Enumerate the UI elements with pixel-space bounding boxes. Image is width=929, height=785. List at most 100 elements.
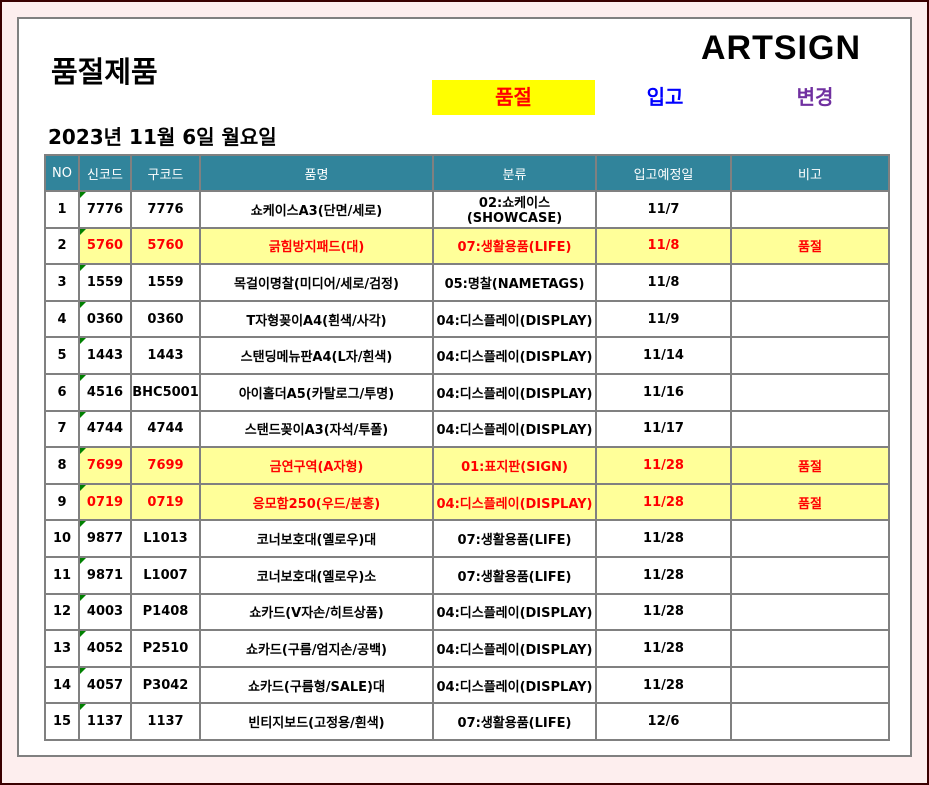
cell-new-code[interactable]: 4744: [78, 409, 132, 449]
cell-product-name[interactable]: 스탠딩메뉴판A4(L자/흰색): [199, 336, 434, 375]
cell-product-name[interactable]: 코너보호대(옐로우)대: [199, 519, 434, 558]
cell-no[interactable]: 5: [44, 336, 80, 375]
cell-new-code[interactable]: 0360: [78, 299, 132, 339]
cell-no[interactable]: 15: [44, 702, 80, 741]
cell-new-code[interactable]: 9877: [78, 519, 132, 558]
soldout-button[interactable]: 품절: [432, 80, 595, 115]
cell-category[interactable]: 01:표지판(SIGN): [432, 446, 597, 485]
cell-no[interactable]: 11: [44, 555, 80, 595]
cell-no[interactable]: 7: [44, 409, 80, 449]
cell-new-code[interactable]: 1443: [78, 336, 132, 375]
cell-product-name[interactable]: 응모함250(우드/분홍): [199, 482, 434, 522]
cell-no[interactable]: 10: [44, 519, 80, 558]
cell-note[interactable]: [730, 336, 890, 375]
cell-product-name[interactable]: 쇼카드(구름형/SALE)대: [199, 665, 434, 705]
cell-old-code[interactable]: P2510: [130, 629, 201, 668]
cell-category[interactable]: 04:디스플레이(DISPLAY): [432, 592, 597, 632]
cell-category[interactable]: 07:생활용품(LIFE): [432, 519, 597, 558]
cell-expected-date[interactable]: 11/9: [595, 299, 732, 339]
cell-old-code[interactable]: 4744: [130, 409, 201, 449]
cell-product-name[interactable]: 쇼케이스A3(단면/세로): [199, 190, 434, 229]
cell-new-code[interactable]: 1137: [78, 702, 132, 741]
cell-expected-date[interactable]: 11/28: [595, 482, 732, 522]
cell-product-name[interactable]: 스탠드꽂이A3(자석/투폴): [199, 409, 434, 449]
cell-new-code[interactable]: 7776: [78, 190, 132, 229]
cell-expected-date[interactable]: 11/28: [595, 519, 732, 558]
cell-new-code[interactable]: 4516: [78, 372, 132, 412]
cell-old-code[interactable]: P3042: [130, 665, 201, 705]
cell-no[interactable]: 2: [44, 226, 80, 266]
cell-category[interactable]: 04:디스플레이(DISPLAY): [432, 372, 597, 412]
cell-old-code[interactable]: 0360: [130, 299, 201, 339]
change-button[interactable]: 변경: [796, 85, 834, 109]
cell-expected-date[interactable]: 11/28: [595, 555, 732, 595]
cell-new-code[interactable]: 4003: [78, 592, 132, 632]
cell-old-code[interactable]: 1443: [130, 336, 201, 375]
incoming-button[interactable]: 입고: [646, 85, 684, 109]
cell-note[interactable]: [730, 299, 890, 339]
cell-note[interactable]: [730, 519, 890, 558]
cell-old-code[interactable]: 7776: [130, 190, 201, 229]
cell-new-code[interactable]: 7699: [78, 446, 132, 485]
cell-category[interactable]: 04:디스플레이(DISPLAY): [432, 336, 597, 375]
cell-no[interactable]: 14: [44, 665, 80, 705]
cell-note[interactable]: [730, 629, 890, 668]
cell-category[interactable]: 07:생활용품(LIFE): [432, 702, 597, 741]
cell-no[interactable]: 8: [44, 446, 80, 485]
cell-note[interactable]: [730, 555, 890, 595]
cell-category[interactable]: 04:디스플레이(DISPLAY): [432, 482, 597, 522]
cell-category[interactable]: 05:명찰(NAMETAGS): [432, 263, 597, 302]
cell-product-name[interactable]: 빈티지보드(고정용/흰색): [199, 702, 434, 741]
cell-category[interactable]: 07:생활용품(LIFE): [432, 226, 597, 266]
cell-product-name[interactable]: 쇼카드(구름/엄지손/공백): [199, 629, 434, 668]
cell-old-code[interactable]: BHC5001: [130, 372, 201, 412]
cell-new-code[interactable]: 1559: [78, 263, 132, 302]
cell-no[interactable]: 9: [44, 482, 80, 522]
cell-note[interactable]: [730, 702, 890, 741]
cell-no[interactable]: 3: [44, 263, 80, 302]
cell-note[interactable]: [730, 665, 890, 705]
cell-expected-date[interactable]: 11/28: [595, 446, 732, 485]
cell-note[interactable]: 품절: [730, 446, 890, 485]
cell-product-name[interactable]: T자형꽂이A4(흰색/사각): [199, 299, 434, 339]
cell-note[interactable]: 품절: [730, 482, 890, 522]
cell-old-code[interactable]: 1559: [130, 263, 201, 302]
cell-note[interactable]: [730, 592, 890, 632]
cell-new-code[interactable]: 4052: [78, 629, 132, 668]
cell-note[interactable]: [730, 409, 890, 449]
cell-old-code[interactable]: 7699: [130, 446, 201, 485]
cell-new-code[interactable]: 5760: [78, 226, 132, 266]
cell-category[interactable]: 04:디스플레이(DISPLAY): [432, 299, 597, 339]
cell-product-name[interactable]: 목걸이명찰(미디어/세로/검정): [199, 263, 434, 302]
cell-no[interactable]: 12: [44, 592, 80, 632]
cell-product-name[interactable]: 코너보호대(옐로우)소: [199, 555, 434, 595]
cell-category[interactable]: 02:쇼케이스(SHOWCASE): [432, 190, 597, 229]
cell-product-name[interactable]: 금연구역(A자형): [199, 446, 434, 485]
cell-expected-date[interactable]: 12/6: [595, 702, 732, 741]
cell-product-name[interactable]: 쇼카드(V자손/히트상품): [199, 592, 434, 632]
cell-expected-date[interactable]: 11/16: [595, 372, 732, 412]
cell-product-name[interactable]: 긁힘방지패드(대): [199, 226, 434, 266]
cell-expected-date[interactable]: 11/8: [595, 226, 732, 266]
cell-expected-date[interactable]: 11/14: [595, 336, 732, 375]
cell-expected-date[interactable]: 11/28: [595, 629, 732, 668]
cell-expected-date[interactable]: 11/8: [595, 263, 732, 302]
cell-no[interactable]: 4: [44, 299, 80, 339]
cell-old-code[interactable]: P1408: [130, 592, 201, 632]
cell-new-code[interactable]: 4057: [78, 665, 132, 705]
cell-expected-date[interactable]: 11/28: [595, 592, 732, 632]
cell-old-code[interactable]: L1013: [130, 519, 201, 558]
cell-expected-date[interactable]: 11/7: [595, 190, 732, 229]
cell-new-code[interactable]: 9871: [78, 555, 132, 595]
cell-old-code[interactable]: 0719: [130, 482, 201, 522]
cell-category[interactable]: 04:디스플레이(DISPLAY): [432, 629, 597, 668]
cell-note[interactable]: [730, 190, 890, 229]
cell-old-code[interactable]: 1137: [130, 702, 201, 741]
cell-no[interactable]: 6: [44, 372, 80, 412]
cell-old-code[interactable]: L1007: [130, 555, 201, 595]
cell-note[interactable]: [730, 263, 890, 302]
cell-product-name[interactable]: 아이홀더A5(카탈로그/투명): [199, 372, 434, 412]
cell-no[interactable]: 13: [44, 629, 80, 668]
cell-expected-date[interactable]: 11/17: [595, 409, 732, 449]
cell-note[interactable]: 품절: [730, 226, 890, 266]
